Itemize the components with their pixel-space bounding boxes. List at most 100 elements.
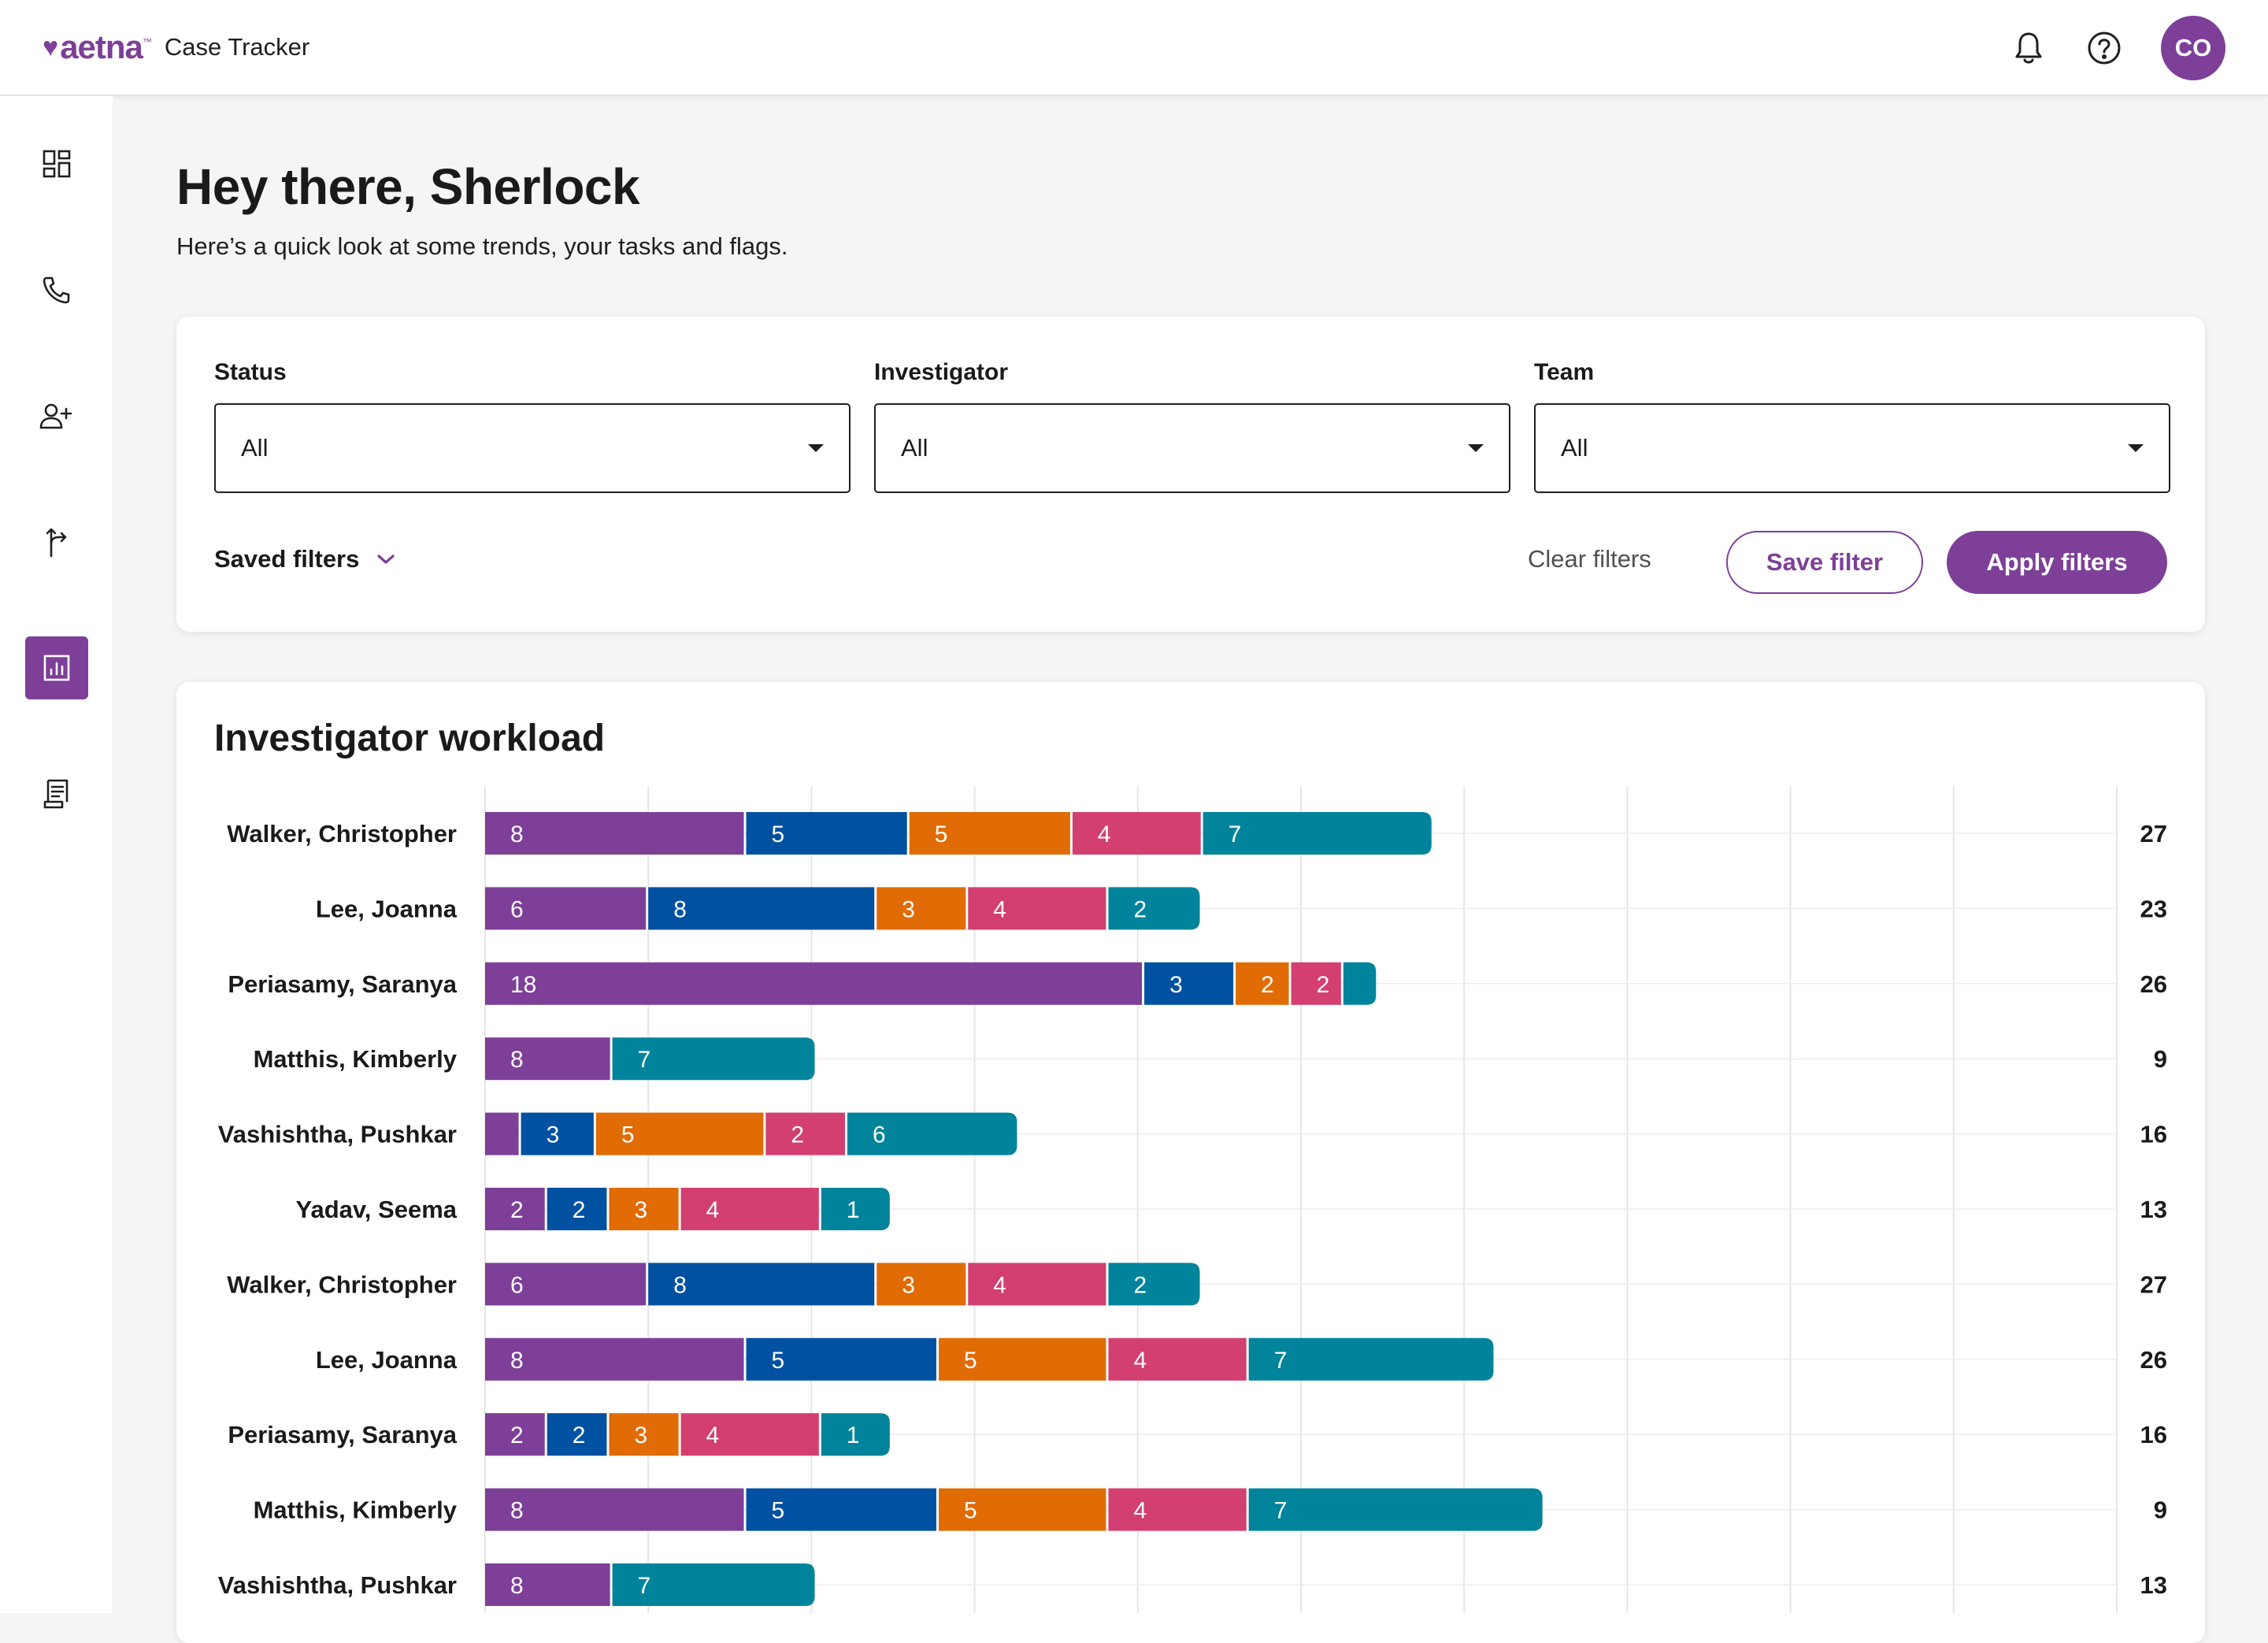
segment-value-label: 5 (964, 1348, 977, 1374)
segment-value-label: 8 (510, 1498, 524, 1524)
bar-segment (1108, 887, 1200, 930)
row-total-label: 9 (2154, 1045, 2167, 1073)
segment-value-label: 8 (510, 1348, 524, 1374)
bar-segment (680, 1413, 819, 1456)
bar-segment (485, 1563, 610, 1606)
segment-value-label: 8 (673, 896, 687, 922)
sidebar-item-add-person[interactable] (25, 384, 88, 447)
segment-value-label: 7 (1228, 822, 1242, 847)
segment-value-label: 4 (1134, 1498, 1147, 1524)
trademark-mark: ™ (142, 36, 152, 47)
segment-value-label: 7 (638, 1573, 651, 1599)
user-avatar[interactable]: CO (2161, 16, 2225, 80)
bar-segment (1343, 962, 1377, 1005)
bar-segment (847, 1112, 1017, 1155)
segment-value-label: 7 (1274, 1348, 1288, 1374)
person-add-icon (39, 403, 72, 429)
bar-segment (648, 1263, 875, 1306)
logo-wordmark: aetna (60, 28, 143, 65)
segment-value-label: 5 (772, 1348, 785, 1374)
segment-value-label: 6 (510, 1272, 524, 1298)
app-name: Case Tracker (164, 33, 310, 61)
team-label: Team (1534, 359, 1595, 385)
bar-segment (547, 1188, 607, 1230)
bar-segment (746, 1488, 937, 1531)
segment-value-label: 2 (573, 1197, 586, 1223)
segment-value-label: 2 (1134, 896, 1147, 922)
investigator-name-label: Lee, Joanna (316, 895, 458, 922)
investigator-name-label: Matthis, Kimberly (254, 1045, 458, 1073)
bar-segment (909, 812, 1070, 855)
bar-segment (968, 1263, 1106, 1306)
status-select-value: All (241, 434, 269, 462)
sidebar-item-documents[interactable] (25, 762, 88, 825)
segment-value-label: 4 (1134, 1348, 1147, 1374)
segment-value-label: 5 (935, 822, 948, 847)
bar-segment (485, 1188, 545, 1230)
bell-icon[interactable] (2010, 29, 2048, 67)
page-subtitle: Here’s a quick look at some trends, your… (176, 232, 788, 260)
segment-value-label: 5 (772, 1498, 785, 1524)
investigator-select-value: All (901, 434, 928, 462)
sidebar-item-routing[interactable] (25, 510, 88, 573)
investigator-name-label: Vashishtha, Pushkar (218, 1571, 457, 1599)
segment-value-label: 3 (634, 1197, 647, 1223)
team-select[interactable]: All (1534, 403, 2170, 493)
investigator-select[interactable]: All (874, 403, 1510, 493)
apply-filters-button[interactable]: Apply filters (1947, 531, 2167, 594)
segment-value-label: 2 (510, 1197, 524, 1223)
bar-segment (485, 812, 744, 855)
segment-value-label: 5 (964, 1498, 977, 1524)
investigator-label: Investigator (874, 359, 1009, 385)
segment-value-label: 6 (873, 1122, 886, 1148)
segment-value-label: 8 (673, 1272, 687, 1298)
save-filter-button[interactable]: Save filter (1726, 531, 1923, 594)
segment-value-label: 2 (791, 1122, 804, 1148)
bar-segment (821, 1413, 890, 1456)
segment-value-label: 4 (993, 896, 1006, 922)
caret-down-icon (2128, 444, 2144, 452)
investigator-name-label: Periasamy, Saranya (228, 970, 457, 998)
help-icon[interactable] (2085, 29, 2123, 67)
segment-value-label: 2 (1261, 972, 1274, 998)
row-total-label: 27 (2140, 820, 2167, 847)
bar-segment (485, 1488, 744, 1531)
bar-segment (485, 1112, 519, 1155)
segment-value-label: 8 (510, 822, 524, 847)
bar-segment (1108, 1337, 1247, 1381)
bar-segment (547, 1413, 607, 1456)
status-select[interactable]: All (214, 403, 850, 493)
bar-segment (485, 887, 647, 930)
segment-value-label: 2 (573, 1422, 586, 1448)
sidebar-item-calls[interactable] (25, 258, 88, 321)
bar-segment (939, 1337, 1106, 1381)
route-arrow-icon (46, 528, 67, 558)
row-total-label: 13 (2140, 1571, 2167, 1599)
bar-segment (746, 812, 907, 855)
segment-value-label: 4 (706, 1197, 720, 1223)
top-bar: ♥ aetna ™ Case Tracker CO (0, 0, 2268, 96)
bar-segment (1144, 962, 1234, 1005)
aetna-logo[interactable]: ♥ aetna ™ (43, 28, 165, 66)
sidebar-item-reports[interactable] (25, 636, 88, 699)
bar-segment (939, 1488, 1106, 1531)
row-total-label: 23 (2140, 895, 2167, 922)
header-actions: CO (2010, 16, 2225, 80)
investigator-name-label: Vashishtha, Pushkar (218, 1121, 457, 1148)
clear-filters-link[interactable]: Clear filters (1528, 545, 1651, 573)
segment-value-label: 8 (510, 1573, 524, 1599)
segment-value-label: 3 (634, 1422, 647, 1448)
bar-segment (485, 1263, 647, 1306)
heart-icon: ♥ (43, 32, 59, 62)
saved-filters-label: Saved filters (214, 545, 360, 573)
investigator-name-label: Walker, Christopher (227, 820, 457, 847)
investigator-name-label: Walker, Christopher (227, 1270, 457, 1298)
saved-filters-toggle[interactable]: Saved filters (214, 545, 395, 573)
bar-segment (680, 1188, 819, 1230)
segment-value-label: 3 (902, 896, 915, 922)
sidebar-item-dashboard[interactable] (25, 132, 88, 195)
investigator-name-label: Lee, Joanna (316, 1346, 458, 1374)
segment-value-label: 5 (772, 822, 785, 847)
status-label: Status (214, 359, 287, 385)
team-select-value: All (1561, 434, 1588, 462)
